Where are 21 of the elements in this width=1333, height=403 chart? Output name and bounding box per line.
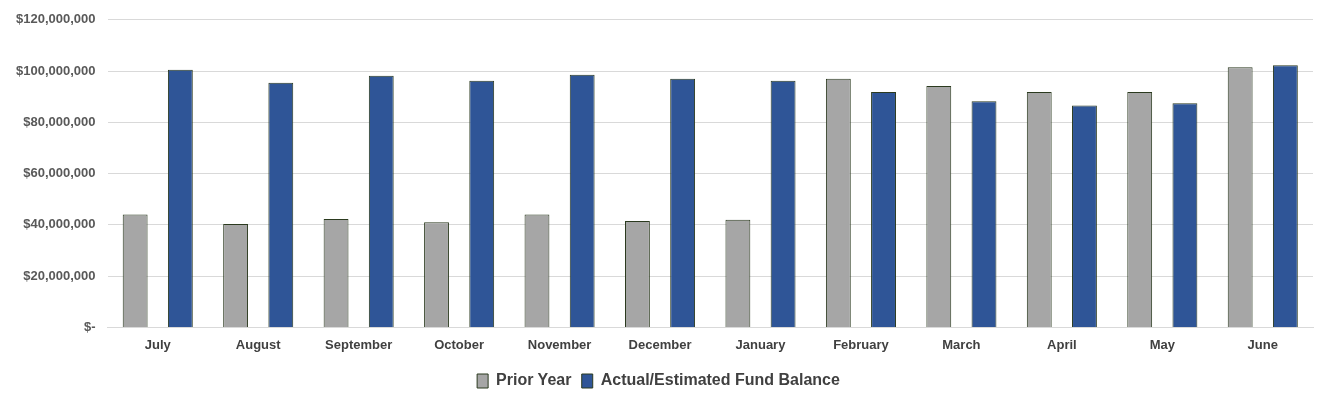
x-tick-label: January [735,336,787,352]
y-tick-label: $40,000,000 [23,216,96,232]
y-tick-label: $100,000,000 [15,62,96,78]
legend-label: Actual/Estimated Fund Balance [600,371,840,389]
x-tick-label: February [833,336,890,352]
y-tick-label: $80,000,000 [23,113,96,129]
y-tick-label: $20,000,000 [23,267,96,283]
x-tick-label: July [144,336,172,352]
x-tick-label: May [1149,336,1176,352]
y-tick-label: $120,000,000 [15,11,96,27]
x-tick-label: November [527,336,592,352]
x-tick-label: December [628,336,692,352]
legend-label: Prior Year [496,371,572,389]
x-tick-label: September [325,336,393,352]
x-tick-label: October [434,336,485,352]
x-tick-label: August [235,336,282,352]
y-tick-label: $- [83,318,96,334]
y-tick-label: $60,000,000 [23,165,96,181]
x-tick-label: April [1047,336,1077,352]
x-tick-label: March [942,336,981,352]
x-tick-label: June [1247,336,1278,352]
